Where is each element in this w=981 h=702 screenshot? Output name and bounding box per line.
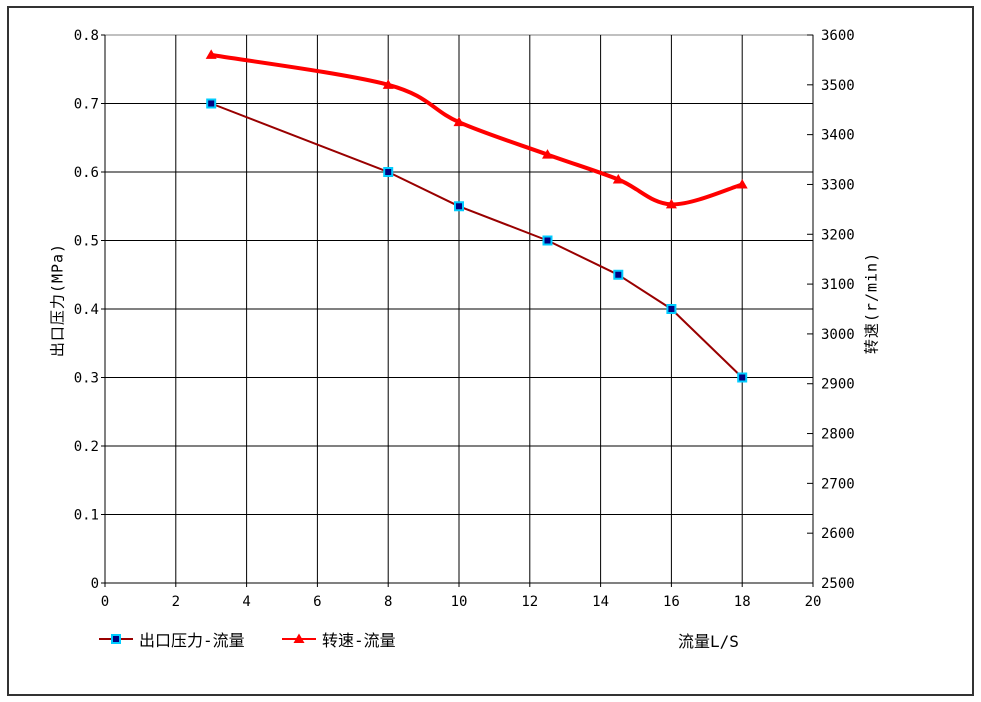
pressure-marker [454, 201, 464, 212]
legend-item-pressure: 出口压力-流量 [99, 630, 245, 650]
x-tick-label: 14 [592, 594, 609, 610]
y-left-tick-label: 0.3 [74, 371, 99, 387]
pressure-marker [542, 235, 553, 246]
pressure-legend-marker [99, 634, 133, 644]
legend-item-speed: 转速-流量 [282, 630, 396, 650]
y-right-tick-label: 3600 [821, 28, 855, 44]
y-left-axis-title: 出口压力(MPa) [48, 242, 67, 358]
speed-marker [542, 149, 553, 159]
pressure-marker [737, 372, 748, 383]
y-left-tick-label: 0.5 [74, 234, 99, 250]
y-right-tick-label: 3100 [821, 277, 855, 293]
y-left-tick-label: 0.2 [74, 439, 99, 455]
y-right-tick-label: 3200 [821, 227, 855, 243]
tick-marks [101, 34, 814, 587]
pressure-marker [613, 269, 624, 280]
x-tick-label: 12 [521, 594, 538, 610]
pressure-marker [383, 167, 394, 177]
gridlines [101, 35, 813, 587]
y-right-tick-label: 2800 [821, 427, 855, 443]
speed-marker [453, 116, 465, 127]
x-tick-label: 20 [805, 594, 822, 610]
legend-triangle-icon [293, 633, 305, 643]
y-left-tick-label: 0.6 [74, 165, 99, 181]
y-right-tick-label: 3400 [821, 128, 855, 144]
x-tick-label: 8 [384, 594, 392, 610]
axes [104, 35, 814, 584]
speed-series-markers [205, 49, 748, 209]
y-right-tick-label: 2700 [821, 476, 855, 492]
x-tick-label: 16 [663, 594, 680, 610]
y-right-axis-title: 转速(r/min) [862, 251, 881, 355]
speed-marker [205, 49, 217, 59]
x-tick-label: 4 [242, 594, 250, 610]
pressure-series-markers [206, 98, 748, 383]
x-axis-title: 流量L/S [678, 632, 739, 651]
y-right-tick-label: 2500 [821, 576, 855, 592]
pressure-legend-label: 出口压力-流量 [139, 631, 245, 650]
y-left-tick-label: 0.4 [74, 302, 99, 318]
speed-marker [736, 178, 748, 189]
speed-marker [382, 79, 394, 89]
speed-marker [665, 198, 677, 209]
pressure-marker [206, 98, 217, 109]
outer-frame-border [7, 6, 974, 696]
y-left-tick-label: 0.1 [74, 508, 99, 524]
y-right-tick-label: 3300 [821, 177, 855, 193]
y-right-tick-label: 2600 [821, 526, 855, 542]
x-tick-label: 18 [734, 594, 751, 610]
x-tick-label: 2 [172, 594, 180, 610]
y-left-tick-label: 0.8 [74, 28, 99, 44]
y-right-tick-label: 2900 [821, 377, 855, 393]
x-tick-label: 6 [313, 594, 321, 610]
tick-labels: 0 2 4 6 8 10 12 14 16 18 20 0 0.1 0.2 0.3 0.4 0.5 0.6 0.7 0… [74, 28, 855, 610]
y-left-tick-label: 0.7 [74, 97, 99, 113]
pressure-marker [666, 304, 677, 314]
speed-legend-marker [282, 633, 316, 643]
x-tick-label: 0 [101, 594, 109, 610]
legend-square-icon [111, 634, 121, 644]
speed-legend-label: 转速-流量 [322, 631, 396, 650]
y-right-tick-label: 3500 [821, 78, 855, 94]
speed-marker [612, 173, 624, 184]
x-tick-label: 10 [451, 594, 468, 610]
y-left-tick-label: 0 [91, 576, 99, 592]
y-right-tick-label: 3000 [821, 327, 855, 343]
